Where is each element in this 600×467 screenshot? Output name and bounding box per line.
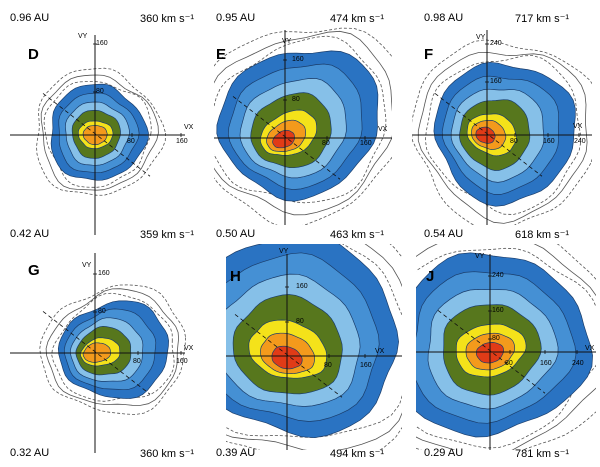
distance-label: 0.50 AU — [216, 228, 256, 240]
diagonal-guide-line — [232, 96, 341, 180]
vx-axis-label: VX — [184, 124, 194, 131]
y-tick-label: 80 — [492, 335, 500, 342]
x-tick-label: 80 — [322, 140, 330, 147]
x-tick-label: 80 — [324, 362, 332, 369]
speed-label: 359 km s⁻¹ — [140, 229, 195, 241]
y-tick-label: 160 — [292, 56, 304, 63]
panel-g — [39, 284, 187, 415]
vy-axis-label: VY — [82, 262, 92, 269]
distance-label: 0.42 AU — [10, 228, 50, 240]
speed-label: 717 km s⁻¹ — [515, 13, 570, 25]
dashed-contour — [416, 244, 596, 450]
x-tick-label: 160 — [540, 360, 552, 367]
vy-axis-label: VY — [78, 33, 88, 40]
vy-axis-label: VY — [476, 34, 486, 41]
y-tick-label: 80 — [296, 318, 304, 325]
diagonal-guide-line — [437, 310, 546, 394]
vx-axis-label: VX — [585, 345, 595, 352]
distance-label: 0.29 AU — [424, 447, 464, 459]
dashed-contour — [51, 292, 175, 402]
distance-label: 0.39 AU — [216, 447, 256, 459]
x-tick-label: 240 — [574, 138, 586, 145]
y-tick-label: 80 — [96, 88, 104, 95]
y-tick-label: 160 — [96, 40, 108, 47]
x-tick-label: 160 — [360, 140, 372, 147]
dashed-contour — [214, 30, 392, 216]
x-tick-label: 160 — [176, 138, 188, 145]
panel-e — [214, 27, 392, 225]
dashed-contour — [226, 244, 402, 450]
x-tick-label: 80 — [510, 138, 518, 145]
dashed-contour — [416, 247, 596, 449]
x-tick-label: 160 — [360, 362, 372, 369]
distance-label: 0.95 AU — [216, 12, 256, 24]
dashed-contour — [214, 35, 387, 204]
panel-j — [416, 244, 596, 450]
dashed-contour — [416, 244, 596, 450]
speed-label: 781 km s⁻¹ — [515, 448, 570, 460]
diagonal-guide-line — [434, 93, 543, 177]
speed-label: 494 km s⁻¹ — [330, 448, 385, 460]
y-tick-label: 160 — [98, 270, 110, 277]
y-tick-label: 160 — [490, 78, 502, 85]
x-tick-label: 240 — [572, 360, 584, 367]
contour-level-7 — [272, 129, 295, 149]
vx-axis-label: VX — [184, 345, 194, 352]
speed-label: 463 km s⁻¹ — [330, 229, 385, 241]
panel-letter: J — [426, 268, 435, 285]
dashed-contour — [39, 284, 187, 415]
x-tick-label: 160 — [543, 138, 555, 145]
distance-label: 0.32 AU — [10, 447, 50, 459]
dashed-contour — [40, 74, 159, 191]
vy-axis-label: VY — [282, 38, 292, 45]
dashed-contour — [226, 244, 402, 438]
panel-d — [36, 67, 166, 196]
vy-axis-label: VY — [279, 248, 289, 255]
dashed-contour — [36, 67, 166, 196]
y-tick-label: 160 — [492, 307, 504, 314]
dashed-contour — [417, 51, 588, 224]
vx-axis-label: VX — [573, 123, 583, 130]
panel-letter: F — [424, 46, 434, 63]
vx-axis-label: VX — [378, 126, 388, 133]
distance-label: 0.98 AU — [424, 12, 464, 24]
vx-axis-label: VX — [375, 348, 385, 355]
x-tick-label: 160 — [176, 358, 188, 365]
x-tick-label: 80 — [133, 358, 141, 365]
dashed-contour — [43, 81, 152, 188]
speed-label: 618 km s⁻¹ — [515, 229, 570, 241]
diagonal-guide-line — [42, 311, 151, 395]
speed-label: 360 km s⁻¹ — [140, 13, 195, 25]
dashed-contour — [45, 288, 180, 406]
panel-letter: D — [28, 46, 39, 63]
panel-letter: E — [216, 46, 227, 63]
y-tick-label: 80 — [98, 308, 106, 315]
panel-letter: G — [28, 262, 40, 279]
y-tick-label: 80 — [292, 96, 300, 103]
speed-label: 360 km s⁻¹ — [140, 448, 195, 460]
panel-h — [226, 244, 402, 450]
distance-label: 0.54 AU — [424, 228, 464, 240]
x-tick-label: 80 — [127, 138, 135, 145]
distance-label: 0.96 AU — [10, 12, 50, 24]
y-tick-label: 240 — [490, 40, 502, 47]
panel-letter: H — [230, 268, 241, 285]
vy-axis-label: VY — [475, 253, 485, 260]
x-tick-label: 80 — [505, 360, 513, 367]
y-tick-label: 160 — [296, 283, 308, 290]
speed-label: 474 km s⁻¹ — [330, 13, 385, 25]
dashed-contour — [424, 55, 582, 215]
diagonal-guide-line — [42, 93, 151, 177]
y-tick-label: 240 — [492, 272, 504, 279]
dashed-contour — [226, 244, 402, 450]
diagonal-guide-line — [234, 314, 343, 398]
